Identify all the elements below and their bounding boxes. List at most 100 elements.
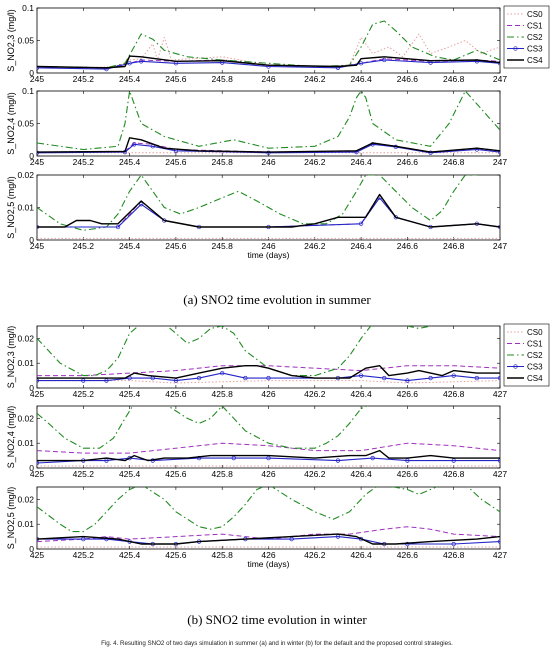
series-marker-cs3 <box>37 65 40 70</box>
x-tick-label: 426.6 <box>397 469 419 479</box>
y-tick-label: 0.02 <box>17 170 34 180</box>
series-line-cs3 <box>37 59 500 70</box>
y-tick-label: 0.02 <box>17 413 34 423</box>
x-tick-label: 426.4 <box>350 389 372 399</box>
y-tick-label: 0 <box>29 544 34 554</box>
legend-label-cs0: CS0 <box>527 10 543 19</box>
legend-label-cs1: CS1 <box>527 340 543 349</box>
x-tick-label: 245.2 <box>73 157 95 167</box>
series-marker-cs3 <box>428 375 433 381</box>
series-marker-cs3 <box>497 539 500 544</box>
series-marker-cs3 <box>382 57 387 63</box>
x-tick-label: 245 <box>30 74 44 84</box>
x-tick-label: 425.6 <box>165 469 187 479</box>
legend-label-cs2: CS2 <box>527 33 543 42</box>
x-tick-label: 426 <box>261 469 275 479</box>
series-line-cs2 <box>37 406 369 449</box>
x-tick-label: 426.8 <box>443 469 465 479</box>
series-group <box>37 175 500 239</box>
y-tick-label: 0.02 <box>17 494 34 504</box>
series-marker-cs3 <box>451 541 456 547</box>
subcaption-summer: (a) SNO2 time evolution in summer <box>183 292 371 307</box>
series-marker-cs3 <box>220 370 225 376</box>
y-axis-label: S_NO2,4 (mg/l) <box>6 92 16 155</box>
series-group <box>37 487 500 548</box>
y-tick-label: 0 <box>29 68 34 78</box>
y-tick-label: 0 <box>29 235 34 245</box>
series-line-cs4 <box>37 365 500 379</box>
series-line-cs2 <box>37 91 500 151</box>
legend-label-cs3: CS3 <box>527 363 543 372</box>
series-line-cs4 <box>37 449 500 462</box>
x-tick-label: 425.6 <box>165 389 187 399</box>
y-axis-label: S_NO2,3 (mg/l) <box>6 326 16 389</box>
chart-panel-winter-3: 425 425.2 425.4 425.6 425.8 426 426.2 426.4 426.… <box>6 486 507 569</box>
x-tick-label: 425 <box>30 550 44 560</box>
y-axis-label: S_NO2,5 (mg/l) <box>6 487 16 550</box>
y-tick-label: 0.01 <box>17 519 34 529</box>
series-marker-cs3 <box>428 150 433 155</box>
series-marker-cs3 <box>370 455 375 461</box>
x-tick-label: 425.4 <box>119 469 141 479</box>
x-tick-label: 427 <box>493 550 507 560</box>
series-marker-cs3 <box>474 375 480 381</box>
y-tick-label: 0.1 <box>22 3 34 13</box>
x-tick-label: 245.6 <box>165 241 187 251</box>
legend-label-cs1: CS1 <box>527 22 543 31</box>
legend-marker-cs3 <box>513 364 518 369</box>
x-tick-label: 245.6 <box>165 74 187 84</box>
series-marker-cs3 <box>497 61 500 66</box>
x-axis-label: time (days) <box>247 250 289 260</box>
legend: CS0 CS1 CS2 CS3 CS4 <box>503 323 550 387</box>
series-group <box>37 91 500 155</box>
y-tick-label: 0 <box>29 383 34 393</box>
legend-label-cs2: CS2 <box>527 351 543 360</box>
x-tick-label: 245.2 <box>73 74 95 84</box>
x-tick-label: 425.4 <box>119 389 141 399</box>
figure-caption: Fig. 4. Resulting SNO2 of two days simul… <box>101 640 453 647</box>
x-tick-label: 426.4 <box>350 550 372 560</box>
series-marker-cs3 <box>266 375 271 381</box>
y-tick-label: 0.05 <box>17 119 34 129</box>
series-group <box>37 326 500 384</box>
x-tick-label: 426.2 <box>304 469 326 479</box>
series-marker-cs3 <box>139 202 144 207</box>
x-tick-label: 245.4 <box>119 241 141 251</box>
series-marker-cs3 <box>382 375 387 381</box>
x-tick-label: 246.8 <box>443 74 465 84</box>
x-tick-label: 245.6 <box>165 157 187 167</box>
x-tick-label: 246.4 <box>350 74 372 84</box>
x-tick-label: 426.6 <box>397 389 419 399</box>
series-marker-cs3 <box>358 61 364 66</box>
series-marker-cs3 <box>358 221 364 226</box>
series-marker-cs3 <box>243 375 248 381</box>
series-line-cs1 <box>37 365 500 377</box>
series-line-cs2 <box>37 326 434 377</box>
x-tick-label: 247 <box>493 74 507 84</box>
x-tick-label: 246.8 <box>443 241 465 251</box>
series-marker-cs3 <box>497 149 500 155</box>
x-tick-label: 427 <box>493 389 507 399</box>
y-axis-label: S_NO2,4 (mg/l) <box>6 406 16 469</box>
series-marker-cs3 <box>127 455 132 461</box>
x-tick-label: 246.6 <box>397 74 419 84</box>
series-line-cs0 <box>37 380 500 384</box>
chart-panel-summer-3: 245 245.2 245.4 245.6 245.8 246 246.2 246.4 246.… <box>6 170 507 260</box>
chart-panel-winter-2: 425 425.2 425.4 425.6 425.8 426 426.2 426.4 426.… <box>6 405 507 479</box>
series-line-cs3 <box>37 457 500 464</box>
x-tick-label: 426.4 <box>350 469 372 479</box>
x-tick-label: 425.2 <box>73 389 95 399</box>
series-line-cs4 <box>37 533 500 545</box>
legend: CS0 CS1 CS2 CS3 CS4 <box>503 5 550 69</box>
chart-panel-summer-1: 245 245.2 245.4 245.6 245.8 246 246.2 246.4 246.… <box>6 3 507 84</box>
series-line-cs2 <box>37 175 477 231</box>
x-tick-label: 425.8 <box>212 550 234 560</box>
series-marker-cs3 <box>497 375 500 381</box>
legend-label-cs3: CS3 <box>527 45 543 54</box>
series-group <box>37 406 500 467</box>
x-tick-label: 425.4 <box>119 550 141 560</box>
x-tick-label: 247 <box>493 241 507 251</box>
x-tick-label: 245.4 <box>119 157 141 167</box>
x-tick-label: 425 <box>30 469 44 479</box>
